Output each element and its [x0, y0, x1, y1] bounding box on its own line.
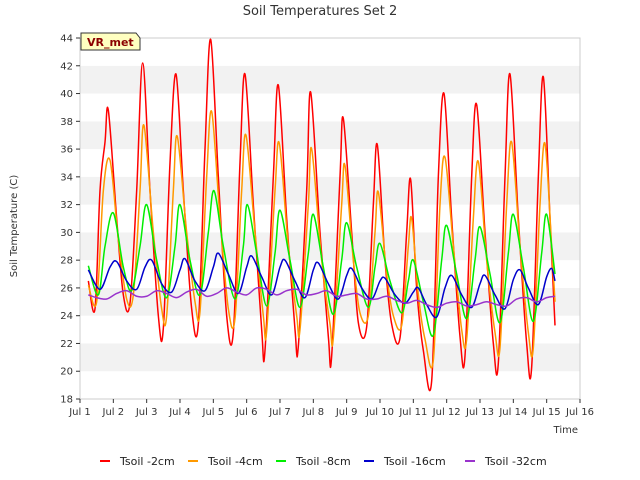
x-tick-label: Jul 9	[335, 407, 358, 418]
series-line-tsoil-16cm	[87, 252, 556, 319]
x-tick-label: Jul 14	[498, 407, 527, 418]
grid-band	[80, 93, 580, 122]
grid-band	[80, 176, 580, 205]
y-tick-label: 40	[60, 89, 73, 100]
y-tick-label: 44	[60, 34, 73, 45]
grid-band	[80, 149, 580, 177]
x-tick-label: Jul 5	[202, 407, 225, 418]
y-tick-label: 24	[60, 311, 73, 322]
x-tick-label: Jul 12	[432, 407, 461, 418]
y-axis-title: Soil Temperature (C)	[9, 175, 20, 278]
legend-label: Tsoil -16cm	[383, 455, 446, 468]
y-tick-label: 26	[60, 283, 73, 294]
legend: Tsoil -2cm Tsoil -4cm Tsoil -8cm Tsoil -16c…	[100, 455, 547, 468]
legend-label: Tsoil -8cm	[295, 455, 351, 468]
x-tick-label: Jul 8	[302, 407, 325, 418]
background-bands	[80, 38, 580, 399]
y-tick-label: 30	[60, 228, 73, 239]
vr-met-badge: VR_met	[80, 32, 141, 51]
grid-band	[80, 260, 580, 288]
grid-band	[80, 232, 580, 261]
x-axis-ticks: Jul 1 Jul 2 Jul 3 Jul 4 Jul 5 Jul 6 Jul 7 Jul 8…	[68, 399, 594, 418]
series-lines	[87, 38, 556, 392]
y-tick-label: 42	[60, 61, 73, 72]
plot-area	[79, 37, 581, 400]
x-tick-label: Jul 16	[565, 407, 594, 418]
y-tick-label: 36	[60, 145, 73, 156]
y-tick-label: 20	[60, 367, 73, 378]
x-tick-label: Jul 4	[168, 407, 191, 418]
y-axis-ticks: 18 20 22 24 26 28 30 32 34 36 38 40 42 44	[60, 34, 80, 406]
x-tick-label: Jul 11	[398, 407, 427, 418]
y-tick-label: 32	[60, 200, 73, 211]
grid-band	[80, 65, 580, 94]
x-tick-label: Jul 3	[135, 407, 158, 418]
series-line-tsoil-8cm	[87, 189, 556, 337]
x-tick-label: Jul 2	[102, 407, 125, 418]
y-tick-label: 22	[60, 339, 73, 350]
x-tick-label: Jul 15	[532, 407, 561, 418]
legend-label: Tsoil -32cm	[484, 455, 547, 468]
series-line-tsoil-32cm	[88, 286, 556, 309]
chart-title: Soil Temperatures Set 2	[243, 4, 398, 19]
y-tick-label: 38	[60, 117, 73, 128]
grid-band	[80, 204, 580, 233]
x-tick-label: Jul 1	[68, 407, 91, 418]
y-tick-label: 34	[60, 172, 73, 183]
grid-band	[80, 371, 580, 399]
legend-label: Tsoil -4cm	[207, 455, 263, 468]
y-tick-label: 18	[60, 395, 73, 406]
legend-label: Tsoil -2cm	[119, 455, 175, 468]
grid-band	[80, 38, 580, 66]
badge-label: VR_met	[87, 36, 134, 49]
series-line-tsoil-4cm	[87, 110, 556, 369]
grid-band	[80, 121, 580, 150]
x-tick-label: Jul 10	[365, 407, 394, 418]
x-tick-label: Jul 13	[465, 407, 494, 418]
y-tick-label: 28	[60, 256, 73, 267]
x-tick-label: Jul 6	[235, 407, 258, 418]
x-tick-label: Jul 7	[268, 407, 291, 418]
x-axis-title: Time	[553, 425, 578, 436]
